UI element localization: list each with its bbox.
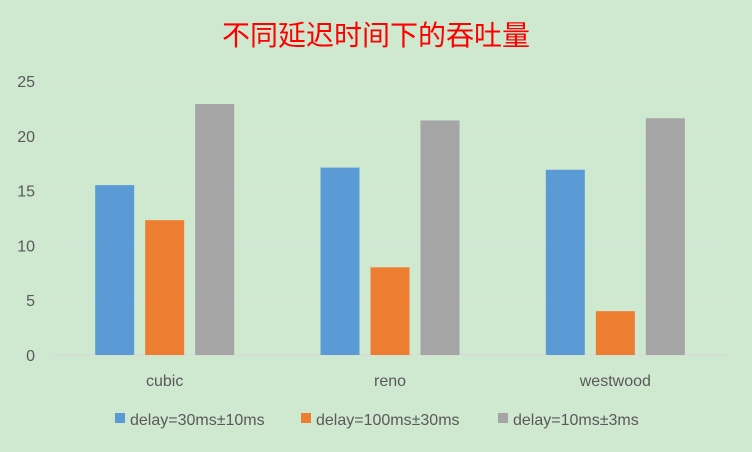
legend-swatch xyxy=(115,413,125,423)
legend-label: delay=100ms±30ms xyxy=(316,412,460,429)
y-tick-label: 25 xyxy=(17,74,35,91)
x-axis-categories: cubic reno westwood xyxy=(146,373,651,390)
bar-reno-series-2 xyxy=(370,267,410,355)
legend-swatch xyxy=(301,413,311,423)
bars xyxy=(95,104,685,356)
y-tick-label: 5 xyxy=(26,293,35,310)
legend-label: delay=10ms±3ms xyxy=(513,412,639,429)
y-tick-label: 0 xyxy=(26,348,35,365)
y-tick-label: 15 xyxy=(17,184,35,201)
x-category-label: reno xyxy=(374,373,406,390)
y-tick-label: 10 xyxy=(17,238,35,255)
chart-title: 不同延迟时间下的吞吐量 xyxy=(222,19,530,52)
bar-westwood-series-1 xyxy=(545,169,585,355)
bar-westwood-series-3 xyxy=(645,118,685,355)
y-tick-label: 20 xyxy=(17,129,35,146)
bar-cubic-series-3 xyxy=(195,104,235,356)
y-axis-ticks: 0 5 10 15 20 25 xyxy=(17,74,35,365)
bar-reno-series-3 xyxy=(420,120,460,356)
legend-swatch xyxy=(498,413,508,423)
bar-westwood-series-2 xyxy=(595,311,635,355)
bar-cubic-series-2 xyxy=(145,220,185,355)
x-category-label: cubic xyxy=(146,373,183,390)
x-category-label: westwood xyxy=(579,373,651,390)
bar-reno-series-1 xyxy=(320,167,360,355)
legend: delay=30ms±10ms delay=100ms±30ms delay=10m… xyxy=(115,412,639,429)
legend-label: delay=30ms±10ms xyxy=(130,412,265,429)
bar-cubic-series-1 xyxy=(95,185,135,355)
